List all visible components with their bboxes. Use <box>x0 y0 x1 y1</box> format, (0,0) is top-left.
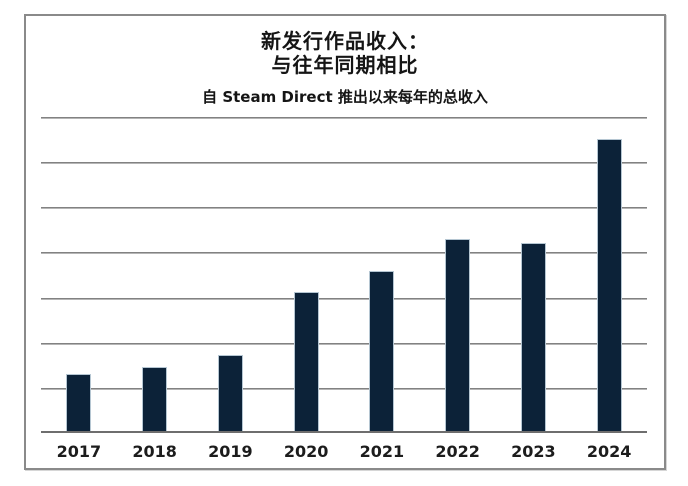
bar-2022 <box>445 238 471 431</box>
chart-title: 新发行作品收入： 与往年同期相比 <box>26 29 664 77</box>
gridline <box>41 252 647 255</box>
x-axis-label-2021: 2021 <box>359 442 405 461</box>
chart-title-line1: 新发行作品收入： <box>261 29 429 53</box>
bar-2024 <box>596 138 622 431</box>
gridline <box>41 387 647 390</box>
bar-2020 <box>293 291 319 431</box>
gridline <box>41 207 647 210</box>
bar-2021 <box>369 270 395 431</box>
bar-2019 <box>217 354 243 431</box>
chart-title-line2: 与往年同期相比 <box>271 53 419 77</box>
gridline <box>41 117 647 119</box>
chart-subtitle: 自 Steam Direct 推出以来每年的总收入 <box>202 88 488 106</box>
x-axis-label-2023: 2023 <box>511 442 556 461</box>
gridline <box>41 297 647 300</box>
plot-area <box>41 117 647 433</box>
x-axis-label-2018: 2018 <box>132 442 177 461</box>
x-axis-label-2024: 2024 <box>586 442 632 461</box>
gridline <box>41 342 647 345</box>
x-axis-label-2017: 2017 <box>56 442 102 461</box>
chart-frame: 新发行作品收入： 与往年同期相比 自 Steam Direct 推出以来每年的总… <box>24 14 666 470</box>
x-axis-label-2020: 2020 <box>283 442 329 461</box>
bar-2017 <box>66 373 92 431</box>
bar-2023 <box>520 242 546 431</box>
x-axis-label-2019: 2019 <box>208 442 253 461</box>
gridline <box>41 162 647 165</box>
x-axis-label-2022: 2022 <box>435 442 480 461</box>
bar-2018 <box>142 366 168 431</box>
x-axis-labels: 2017 2018 2019 2020 2021 2022 2023 2024 <box>41 442 647 462</box>
